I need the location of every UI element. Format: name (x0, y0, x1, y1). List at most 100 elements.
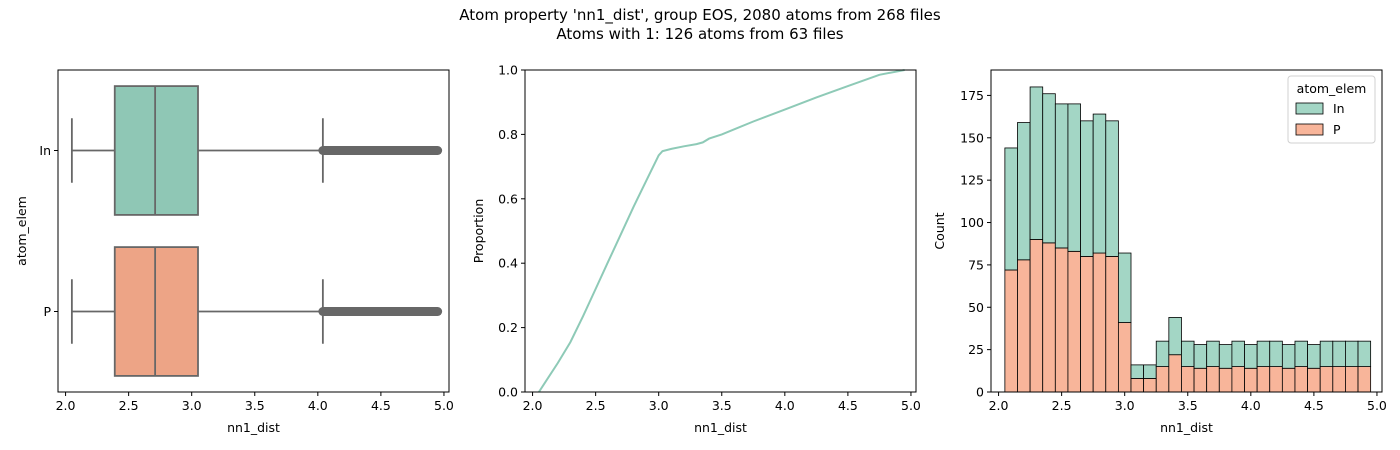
x-axis-label: nn1_dist (227, 420, 280, 435)
bar-In (1092, 113, 1107, 254)
y-tick-label: 0.2 (498, 320, 518, 335)
bar-In (1105, 120, 1119, 257)
bar-In (1193, 344, 1208, 369)
bar-P (1206, 366, 1220, 393)
bar-P (1332, 366, 1346, 393)
bar-P (1294, 366, 1308, 393)
bar-In (1067, 103, 1081, 252)
bar-P (1155, 366, 1170, 393)
bar-In (1307, 344, 1321, 369)
bar-P (1218, 367, 1233, 393)
bar-In (1080, 120, 1094, 257)
x-tick-label: 2.0 (523, 398, 543, 413)
bar-In (1054, 103, 1069, 249)
x-tick-label: 3.5 (712, 398, 732, 413)
bar-P (1193, 367, 1208, 393)
x-tick-label: 5.0 (901, 398, 921, 413)
x-tick-label: 5.0 (1367, 398, 1387, 413)
bar-In (1155, 340, 1170, 367)
bar-P (1029, 239, 1044, 393)
x-tick-label: 3.5 (245, 398, 265, 413)
y-tick-label: 0.8 (498, 127, 518, 142)
bar-P (1319, 366, 1334, 393)
bar-In (1332, 340, 1346, 367)
legend-swatch-In (1295, 102, 1324, 115)
bar-In (1357, 340, 1372, 367)
bar-P (1307, 367, 1321, 393)
x-tick-label: 4.0 (775, 398, 795, 413)
figure-title-line2: Atoms with 1: 126 atoms from 63 files (556, 25, 844, 43)
bar-P (1105, 256, 1119, 393)
bar-P (1231, 366, 1245, 393)
x-tick-label: 4.5 (1304, 398, 1324, 413)
legend-label-In: In (1333, 101, 1345, 116)
y-tick-label: 75 (968, 257, 984, 272)
x-tick-label: 5.0 (434, 398, 454, 413)
x-axis-label: nn1_dist (694, 420, 747, 435)
bar-In (1206, 340, 1220, 367)
legend-swatch-P (1295, 123, 1324, 136)
y-tick-label: 150 (960, 130, 984, 145)
x-tick-label: 2.5 (1052, 398, 1072, 413)
bar-In (1269, 340, 1283, 367)
y-tick-label: 175 (960, 88, 984, 103)
y-tick-label: 0.4 (498, 256, 518, 271)
figure-title-line1: Atom property 'nn1_dist', group EOS, 208… (459, 6, 941, 24)
x-tick-label: 3.0 (182, 398, 202, 413)
bar-In (1029, 86, 1044, 240)
bar-P (1117, 322, 1132, 393)
y-tick-label: 0 (976, 385, 984, 400)
x-tick-label: 4.5 (838, 398, 858, 413)
y-axis-label: atom_elem (14, 196, 29, 266)
bar-In (1004, 147, 1018, 271)
y-tick-label: 50 (968, 300, 984, 315)
bar-P (1256, 366, 1271, 393)
bar-P (1130, 378, 1145, 393)
axes-frame (524, 69, 917, 393)
bar-In (1319, 340, 1334, 367)
bar-In (1168, 317, 1182, 356)
x-tick-label: 4.5 (371, 398, 391, 413)
bar-In (1143, 364, 1157, 379)
bar-P (1143, 378, 1157, 393)
bar-P (1067, 250, 1081, 393)
bar-P (1345, 366, 1359, 393)
x-tick-label: 3.5 (1178, 398, 1198, 413)
bar-P (1269, 366, 1283, 393)
bar-P (1080, 256, 1094, 393)
y-tick-label: 0.0 (498, 385, 518, 400)
ecdf-line (538, 69, 905, 393)
bar-In (1117, 252, 1132, 323)
bar-In (1256, 340, 1271, 367)
y-tick-label: 1.0 (498, 63, 518, 78)
bar-In (1231, 340, 1245, 367)
bar-In (1042, 93, 1056, 244)
y-tick-label: 25 (968, 342, 984, 357)
x-tick-label: 2.0 (56, 398, 76, 413)
bar-P (1054, 247, 1069, 393)
box-In (113, 85, 199, 216)
bar-P (1004, 269, 1018, 393)
x-axis-label: nn1_dist (1160, 420, 1213, 435)
bar-P (1244, 367, 1258, 393)
bar-In (1130, 364, 1145, 379)
bar-In (1181, 340, 1195, 367)
x-tick-label: 2.5 (586, 398, 606, 413)
box-P (113, 246, 199, 377)
bar-In (1345, 340, 1359, 367)
bar-P (1042, 242, 1056, 393)
bar-In (1294, 340, 1308, 367)
y-tick-label: 100 (960, 215, 984, 230)
y-tick-label: P (43, 304, 51, 319)
axes-frame (990, 69, 1383, 393)
y-tick-label: 0.6 (498, 191, 518, 206)
bar-In (1017, 122, 1031, 261)
legend-title: atom_elem (1297, 81, 1367, 96)
axes-frame (57, 69, 450, 393)
bar-P (1181, 366, 1195, 393)
x-tick-label: 3.0 (1115, 398, 1135, 413)
bar-P (1168, 354, 1182, 393)
legend-label-P: P (1333, 122, 1341, 137)
bar-P (1017, 259, 1031, 393)
